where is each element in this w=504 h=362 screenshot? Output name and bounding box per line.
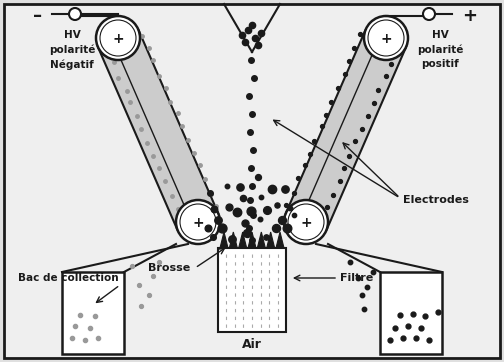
Text: Electrodes: Electrodes — [403, 195, 469, 205]
Text: Brosse: Brosse — [148, 263, 190, 273]
Polygon shape — [286, 29, 406, 231]
Text: +: + — [112, 32, 124, 46]
Text: +: + — [463, 7, 477, 25]
Polygon shape — [248, 232, 256, 248]
Circle shape — [364, 16, 408, 60]
Text: +: + — [192, 216, 204, 230]
Text: Air: Air — [242, 338, 262, 352]
Polygon shape — [98, 29, 218, 231]
Circle shape — [176, 200, 220, 244]
Text: Bac de collection: Bac de collection — [18, 273, 118, 283]
Text: –: – — [33, 7, 42, 25]
Polygon shape — [220, 232, 228, 248]
Polygon shape — [229, 232, 237, 248]
Polygon shape — [276, 232, 284, 248]
Circle shape — [423, 8, 435, 20]
Circle shape — [69, 8, 81, 20]
Text: Filtre: Filtre — [340, 273, 373, 283]
Circle shape — [284, 200, 328, 244]
Text: HV
polarité
Négatif: HV polarité Négatif — [49, 30, 95, 70]
Polygon shape — [239, 232, 246, 248]
Bar — [62, 272, 124, 354]
Bar — [380, 272, 442, 354]
Circle shape — [96, 16, 140, 60]
Text: +: + — [380, 32, 392, 46]
Polygon shape — [258, 232, 265, 248]
Polygon shape — [267, 232, 275, 248]
Text: +: + — [300, 216, 312, 230]
Text: HV
polarité
positif: HV polarité positif — [417, 30, 463, 69]
Bar — [218, 248, 286, 332]
